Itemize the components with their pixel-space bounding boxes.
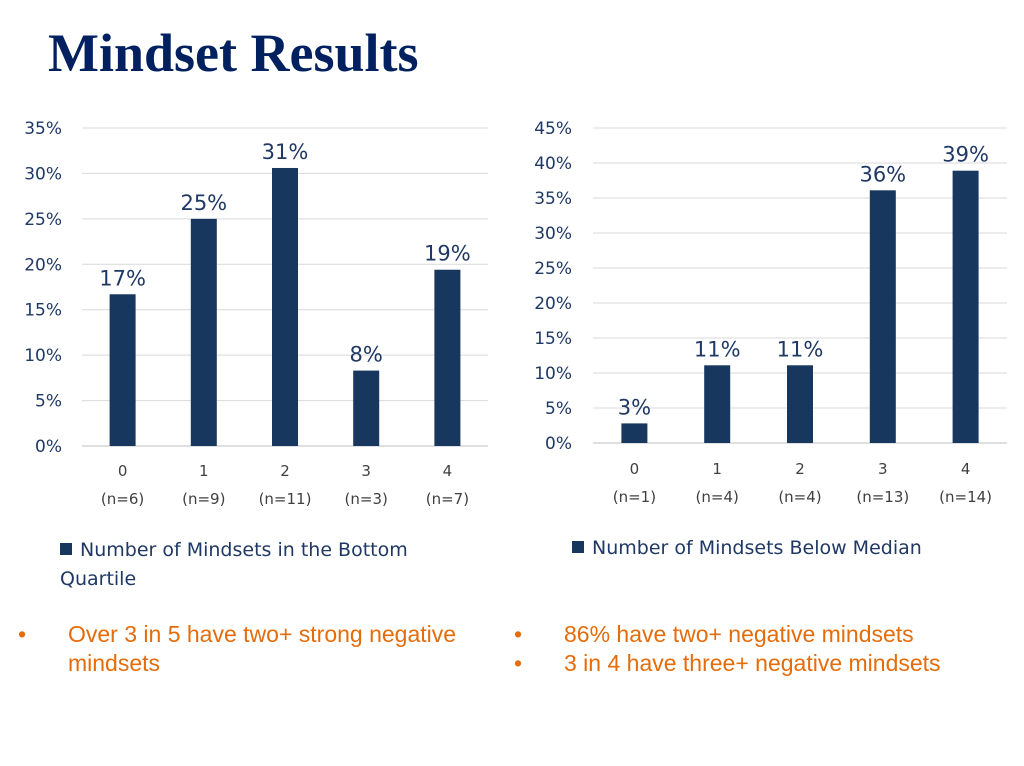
- x-tick-sublabel: (n=11): [259, 490, 312, 508]
- x-tick-label: 1: [199, 462, 209, 480]
- y-tick-label: 0%: [35, 437, 62, 457]
- y-tick-label: 30%: [534, 224, 572, 244]
- y-tick-label: 45%: [534, 119, 572, 139]
- x-tick-sublabel: (n=7): [426, 490, 469, 508]
- y-tick-label: 15%: [534, 329, 572, 349]
- x-tick-sublabel: (n=14): [939, 488, 992, 506]
- x-tick-sublabel: (n=9): [182, 490, 225, 508]
- page-title: Mindset Results: [48, 23, 419, 83]
- x-tick-sublabel: (n=6): [101, 490, 144, 508]
- bar: [621, 423, 648, 443]
- y-tick-label: 35%: [534, 189, 572, 209]
- bar: [787, 365, 813, 443]
- bar: [952, 170, 979, 443]
- x-tick-label: 2: [795, 460, 805, 478]
- data-label: 3%: [618, 395, 651, 419]
- legend-swatch: [60, 543, 72, 555]
- bullet-item: • 86% have two+ negative mindsets: [514, 620, 1014, 649]
- data-label: 19%: [424, 242, 471, 266]
- y-tick-label: 20%: [24, 255, 62, 275]
- data-label: 36%: [859, 162, 906, 186]
- legend-left: Number of Mindsets in the Bottom Quartil…: [60, 536, 480, 594]
- x-tick-sublabel: (n=1): [613, 488, 656, 506]
- bullet-marker: •: [514, 650, 523, 676]
- x-tick-sublabel: (n=4): [778, 488, 821, 506]
- y-tick-label: 5%: [545, 399, 572, 419]
- x-tick-sublabel: (n=3): [345, 490, 388, 508]
- x-tick-label: 0: [630, 460, 640, 478]
- bullet-item: • Over 3 in 5 have two+ strong negative m…: [18, 620, 458, 678]
- x-tick-label: 3: [361, 462, 371, 480]
- bullets-left: • Over 3 in 5 have two+ strong negative m…: [18, 620, 458, 678]
- y-tick-label: 20%: [534, 294, 572, 314]
- bar: [434, 269, 461, 446]
- y-tick-label: 30%: [24, 164, 62, 184]
- bullet-marker: •: [514, 621, 523, 647]
- bar: [353, 370, 380, 446]
- bar: [869, 190, 896, 443]
- data-label: 39%: [942, 143, 989, 167]
- data-label: 17%: [99, 266, 146, 290]
- y-tick-label: 10%: [24, 346, 62, 366]
- x-tick-label: 4: [961, 460, 971, 478]
- legend-label: Number of Mindsets Below Median: [592, 537, 922, 559]
- bar: [109, 294, 136, 446]
- y-tick-label: 5%: [35, 392, 62, 412]
- x-tick-label: 3: [878, 460, 888, 478]
- data-label: 11%: [777, 337, 824, 361]
- y-tick-label: 10%: [534, 364, 572, 384]
- x-tick-label: 2: [280, 462, 290, 480]
- bar: [272, 167, 298, 446]
- bar: [190, 218, 217, 446]
- legend-right: Number of Mindsets Below Median: [572, 534, 1012, 563]
- bullet-marker: •: [18, 621, 27, 647]
- data-label: 8%: [350, 343, 383, 367]
- y-tick-label: 25%: [24, 210, 62, 230]
- x-tick-label: 1: [712, 460, 722, 478]
- x-tick-sublabel: (n=4): [696, 488, 739, 506]
- bullet-item: • 3 in 4 have three+ negative mindsets: [514, 649, 1014, 678]
- y-tick-label: 25%: [534, 259, 572, 279]
- x-tick-label: 4: [443, 462, 453, 480]
- bullets-right: • 86% have two+ negative mindsets • 3 in 4…: [514, 620, 1014, 678]
- legend-swatch: [572, 541, 584, 553]
- data-label: 11%: [694, 337, 741, 361]
- data-label: 31%: [262, 140, 309, 164]
- bullet-text: Over 3 in 5 have two+ strong negative mi…: [68, 621, 457, 676]
- bar: [704, 365, 731, 443]
- y-tick-label: 35%: [24, 119, 62, 139]
- bullet-text: 86% have two+ negative mindsets: [564, 621, 914, 647]
- x-tick-label: 0: [118, 462, 128, 480]
- x-tick-sublabel: (n=13): [856, 488, 909, 506]
- y-tick-label: 15%: [24, 301, 62, 321]
- data-label: 25%: [180, 191, 227, 215]
- legend-label: Number of Mindsets in the Bottom Quartil…: [60, 539, 408, 590]
- bullet-text: 3 in 4 have three+ negative mindsets: [564, 650, 941, 676]
- y-tick-label: 40%: [534, 154, 572, 174]
- y-tick-label: 0%: [545, 434, 572, 454]
